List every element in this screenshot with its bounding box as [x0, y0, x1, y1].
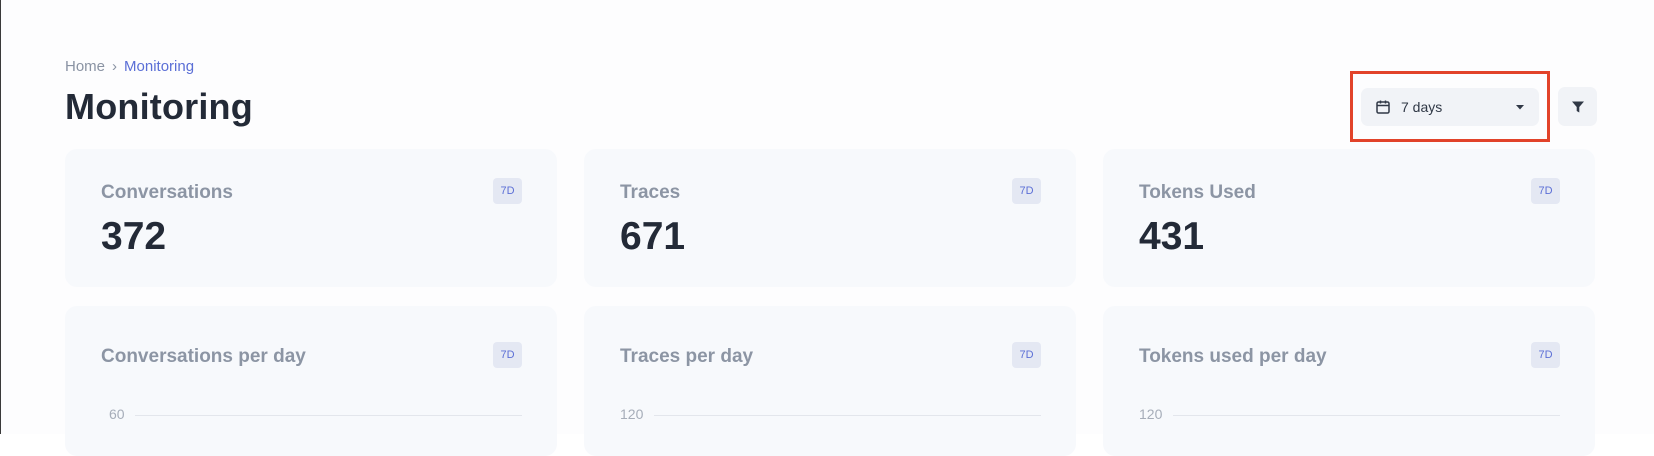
breadcrumb-separator: › [112, 58, 118, 75]
chart-gridline [135, 415, 522, 416]
chart-title: Conversations per day [101, 346, 306, 367]
stat-card-value: 372 [101, 215, 167, 258]
chart-title: Traces per day [620, 346, 754, 367]
chart-gridline [654, 415, 1041, 416]
y-axis-tick-label: 120 [620, 406, 644, 422]
period-badge: 7D [1531, 342, 1560, 368]
caret-down-icon [1515, 102, 1525, 112]
stat-card-label: Tokens Used [1139, 182, 1256, 203]
y-axis-tick-label: 120 [1139, 406, 1163, 422]
stat-card-traces: Traces 7D 671 [584, 149, 1076, 287]
stat-card-value: 431 [1139, 215, 1205, 258]
breadcrumb-current[interactable]: Monitoring [124, 58, 195, 75]
period-badge: 7D [1012, 342, 1041, 368]
period-badge: 7D [493, 178, 522, 204]
filter-icon [1571, 100, 1585, 114]
chart-card-conversations-per-day: Conversations per day 7D 60 [65, 306, 557, 456]
stat-card-conversations: Conversations 7D 372 [65, 149, 557, 287]
highlight-outline [1350, 71, 1550, 142]
calendar-icon [1375, 99, 1391, 115]
chart-card-traces-per-day: Traces per day 7D 120 [584, 306, 1076, 456]
y-axis-tick-label: 60 [109, 406, 125, 422]
stat-card-tokens-used: Tokens Used 7D 431 [1103, 149, 1595, 287]
app-frame: Home › Monitoring Monitoring 7 days [0, 0, 1597, 434]
chart-gridline [1173, 415, 1560, 416]
chart-card-tokens-used-per-day: Tokens used per day 7D 120 [1103, 306, 1595, 456]
filter-button[interactable] [1558, 87, 1597, 126]
breadcrumb: Home › Monitoring [65, 58, 194, 75]
stat-card-label: Conversations [101, 182, 233, 203]
period-badge: 7D [1012, 178, 1041, 204]
period-badge: 7D [493, 342, 522, 368]
page-title: Monitoring [65, 86, 253, 127]
date-range-select[interactable]: 7 days [1361, 88, 1539, 126]
stat-card-value: 671 [620, 215, 686, 258]
date-range-value: 7 days [1401, 99, 1443, 115]
stat-card-label: Traces [620, 182, 681, 203]
chart-title: Tokens used per day [1139, 346, 1327, 367]
period-badge: 7D [1531, 178, 1560, 204]
breadcrumb-home-link[interactable]: Home [65, 58, 106, 75]
